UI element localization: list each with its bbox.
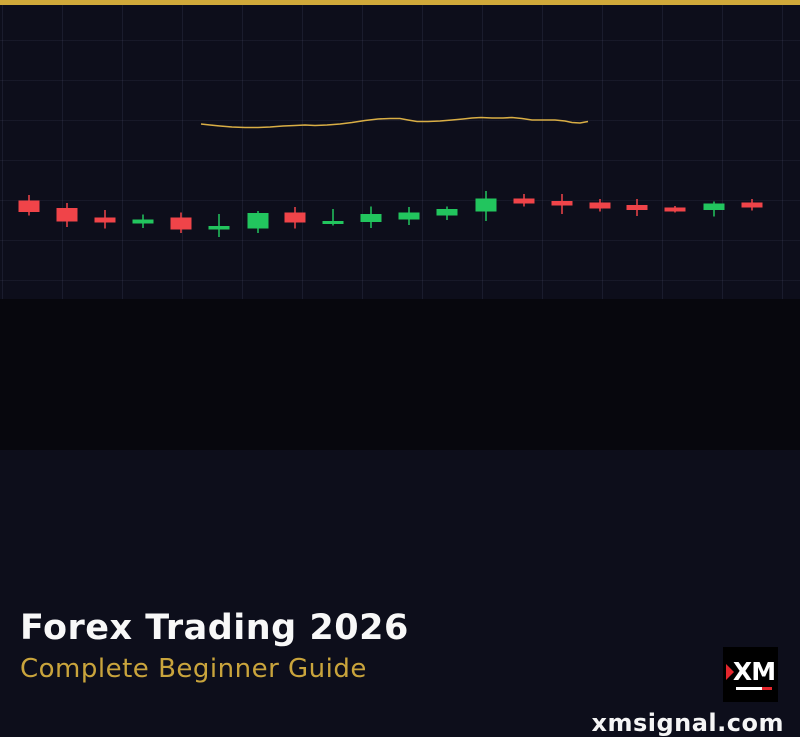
chart-area (0, 0, 800, 299)
page-title: Forex Trading 2026 (20, 608, 409, 648)
xm-logo-underline (735, 687, 772, 690)
xm-logo-row: XM (725, 657, 776, 686)
price-chart (18, 116, 763, 237)
top-accent-bar (0, 0, 800, 5)
xm-logo: XM (723, 647, 778, 702)
watermark-text: xmsignal.com (591, 709, 784, 737)
page-subtitle: Complete Beginner Guide (20, 653, 367, 684)
footer-text-block: Forex Trading 2026 Complete Beginner Gui… (20, 607, 409, 684)
xm-logo-text: XM (732, 657, 776, 686)
footer-banner: Forex Trading 2026 Complete Beginner Gui… (0, 299, 800, 737)
